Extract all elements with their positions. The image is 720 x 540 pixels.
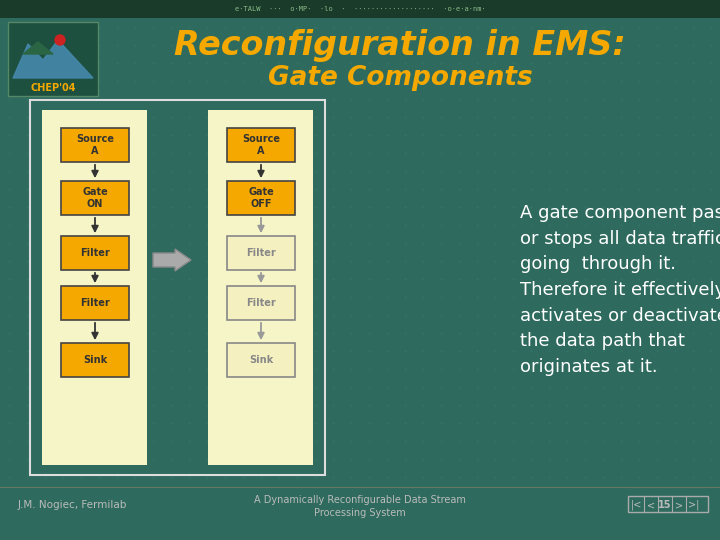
Bar — [61, 343, 129, 377]
Text: Processing System: Processing System — [314, 508, 406, 518]
Bar — [8, 22, 98, 96]
Text: >|: >| — [688, 500, 700, 510]
Bar — [61, 286, 129, 320]
Text: Source
A: Source A — [242, 134, 280, 156]
Text: Source
A: Source A — [76, 134, 114, 156]
Circle shape — [55, 35, 65, 45]
Text: |<: |< — [630, 500, 642, 510]
Text: Sink: Sink — [249, 355, 273, 365]
Bar — [0, 0, 720, 18]
Bar — [227, 236, 295, 270]
Bar — [227, 128, 295, 162]
Bar — [30, 100, 325, 475]
Text: CHEP'04: CHEP'04 — [30, 83, 76, 93]
Bar — [227, 286, 295, 320]
Text: Gate
ON: Gate ON — [82, 187, 108, 209]
Bar — [227, 181, 295, 215]
Bar — [227, 343, 295, 377]
Bar — [61, 128, 129, 162]
Text: e·TALW  ···  o·MP·  ·lo  ·  ···················  ·o·e·a·nm·: e·TALW ··· o·MP· ·lo · ·················… — [235, 6, 485, 12]
Text: Reconfiguration in EMS:: Reconfiguration in EMS: — [174, 29, 626, 62]
Text: 15: 15 — [658, 500, 672, 510]
Text: <: < — [647, 500, 655, 510]
Bar — [61, 236, 129, 270]
Bar — [61, 181, 129, 215]
Text: Filter: Filter — [80, 248, 110, 258]
Text: J.M. Nogiec, Fermilab: J.M. Nogiec, Fermilab — [18, 500, 127, 510]
Text: Gate Components: Gate Components — [268, 65, 532, 91]
Bar — [208, 110, 313, 465]
Text: Filter: Filter — [246, 248, 276, 258]
Polygon shape — [23, 42, 53, 54]
Bar — [42, 110, 147, 465]
FancyArrow shape — [153, 249, 191, 271]
Text: Gate
OFF: Gate OFF — [248, 187, 274, 209]
Text: A Dynamically Reconfigurable Data Stream: A Dynamically Reconfigurable Data Stream — [254, 495, 466, 505]
Text: Sink: Sink — [83, 355, 107, 365]
Text: Filter: Filter — [80, 298, 110, 308]
Polygon shape — [13, 40, 93, 78]
Bar — [628, 496, 708, 512]
Text: >: > — [675, 500, 683, 510]
Text: A gate component passes
or stops all data traffic
going  through it.
Therefore i: A gate component passes or stops all dat… — [520, 204, 720, 376]
Text: Filter: Filter — [246, 298, 276, 308]
